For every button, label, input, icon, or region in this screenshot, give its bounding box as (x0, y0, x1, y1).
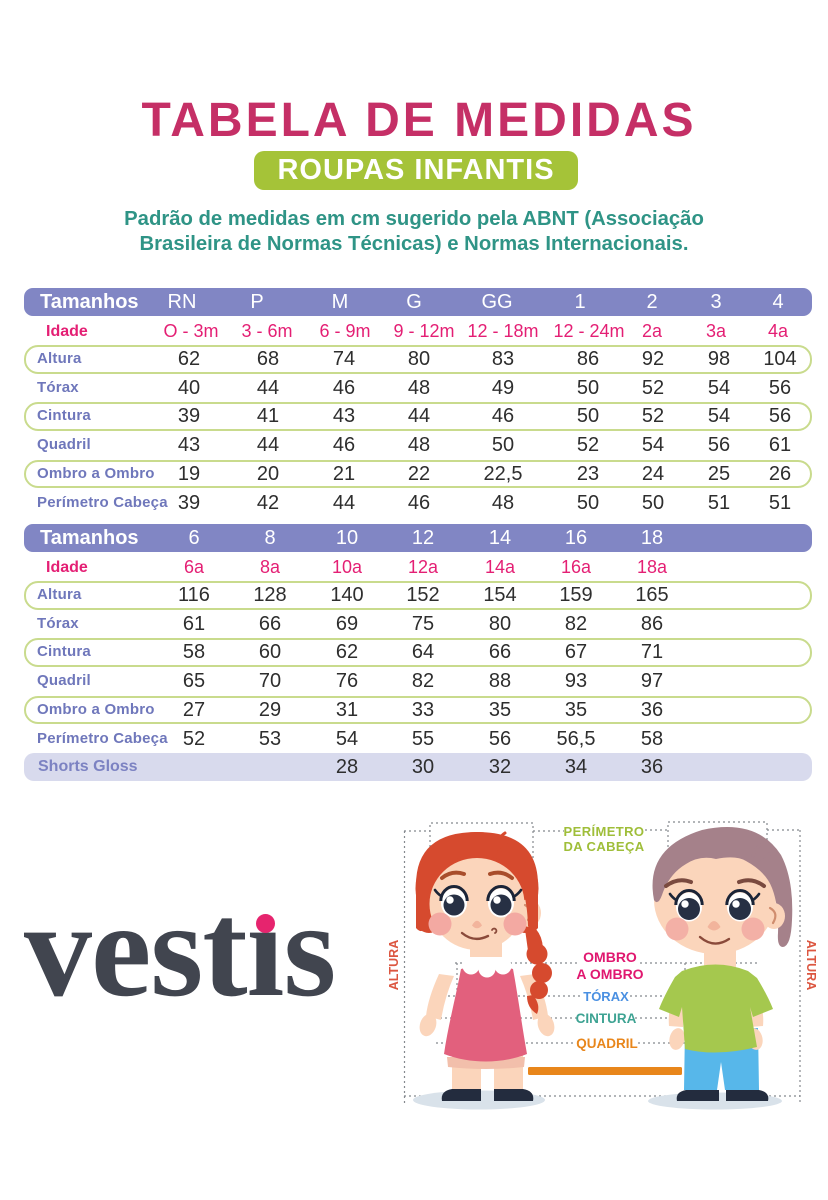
svg-text:QUADRIL: QUADRIL (576, 1036, 638, 1051)
svg-text:A OMBRO: A OMBRO (576, 966, 643, 982)
svg-text:TÓRAX: TÓRAX (583, 989, 629, 1004)
svg-text:ALTURA: ALTURA (387, 940, 401, 990)
svg-text:OMBRO: OMBRO (583, 949, 637, 965)
svg-text:ALTURA: ALTURA (804, 940, 818, 990)
svg-text:CINTURA: CINTURA (576, 1011, 637, 1026)
svg-text:DA CABEÇA: DA CABEÇA (563, 839, 644, 854)
svg-text:PERÍMETRO: PERÍMETRO (564, 824, 645, 839)
